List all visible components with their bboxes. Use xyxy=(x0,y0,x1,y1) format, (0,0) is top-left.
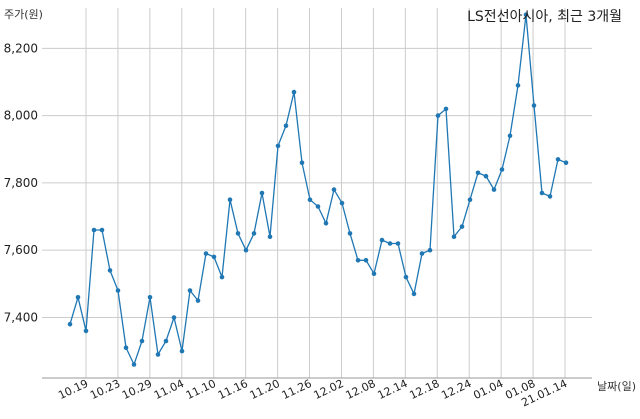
x-tick-label: 10.29 xyxy=(120,377,154,402)
data-point xyxy=(515,83,521,88)
y-tick-label: 8,200 xyxy=(4,41,38,55)
data-point xyxy=(435,113,441,118)
data-point xyxy=(267,234,273,239)
x-tick-label: 11.04 xyxy=(152,377,186,402)
data-point xyxy=(171,315,177,320)
data-point xyxy=(227,197,233,202)
data-point xyxy=(523,12,529,17)
data-point xyxy=(555,157,561,162)
data-point xyxy=(475,170,481,176)
data-point xyxy=(243,247,249,253)
data-point xyxy=(91,227,97,233)
data-point xyxy=(67,321,73,327)
data-point xyxy=(291,89,297,95)
data-point xyxy=(563,160,569,165)
data-point xyxy=(235,231,241,236)
data-point xyxy=(451,234,457,239)
data-point xyxy=(131,362,137,367)
data-point xyxy=(339,200,345,206)
data-point xyxy=(387,241,393,246)
data-point xyxy=(547,194,553,199)
data-point xyxy=(419,251,425,256)
data-point xyxy=(379,237,385,243)
data-point xyxy=(371,271,377,277)
x-tick-label: 11.10 xyxy=(184,377,218,402)
data-point xyxy=(139,338,145,344)
y-tick-label: 8,000 xyxy=(4,109,38,123)
data-point xyxy=(395,241,401,246)
data-point xyxy=(275,143,281,149)
data-point xyxy=(83,328,89,334)
data-point xyxy=(163,338,169,344)
x-tick-label: 12.08 xyxy=(344,377,378,402)
data-point xyxy=(315,204,321,209)
x-axis-label: 날짜(일) xyxy=(597,380,636,393)
chart-title: LS전선아시아, 최근 3개월 xyxy=(467,9,622,25)
data-point xyxy=(355,258,361,263)
y-tick-label: 7,800 xyxy=(4,176,38,190)
data-point xyxy=(115,288,121,293)
data-point xyxy=(539,190,545,196)
data-point xyxy=(347,231,353,236)
data-point xyxy=(299,160,305,165)
data-point xyxy=(179,348,185,354)
data-point xyxy=(427,247,433,253)
y-tick-label: 7,400 xyxy=(4,310,38,324)
data-point xyxy=(147,295,153,300)
y-axis-label: 주가(원) xyxy=(4,8,43,21)
data-point xyxy=(283,123,289,128)
y-tick-label: 7,600 xyxy=(4,243,38,257)
data-point xyxy=(155,352,161,357)
data-point xyxy=(403,274,409,280)
data-point xyxy=(443,106,449,112)
data-point xyxy=(219,274,225,280)
x-tick-label: 10.19 xyxy=(56,377,90,402)
x-tick-label: 12.02 xyxy=(312,377,346,402)
data-point xyxy=(483,173,489,179)
data-point xyxy=(203,251,209,256)
data-point xyxy=(491,187,497,192)
data-point xyxy=(507,133,513,139)
data-point xyxy=(75,295,81,300)
series-line xyxy=(69,14,567,367)
x-tick-label: 12.24 xyxy=(439,377,473,402)
x-tick-label: 12.18 xyxy=(407,377,441,402)
data-point xyxy=(363,258,369,263)
data-point xyxy=(467,197,473,202)
data-point xyxy=(307,197,313,202)
data-point xyxy=(459,224,465,229)
data-point xyxy=(107,268,113,273)
x-tick-label: 01.04 xyxy=(471,377,505,402)
data-point xyxy=(531,103,537,108)
x-tick-label: 11.20 xyxy=(248,377,282,402)
x-tick-label: 10.23 xyxy=(88,377,122,402)
data-point xyxy=(499,167,505,172)
data-point xyxy=(411,291,417,297)
x-tick-label: 11.16 xyxy=(216,377,250,402)
data-point xyxy=(323,221,329,226)
data-point xyxy=(331,187,337,192)
data-point xyxy=(251,231,257,236)
data-point xyxy=(187,288,193,293)
data-point xyxy=(259,190,265,196)
data-point xyxy=(99,227,105,233)
data-point xyxy=(211,254,217,260)
x-tick-label: 11.26 xyxy=(280,377,314,402)
x-tick-label: 12.14 xyxy=(376,377,410,402)
data-point xyxy=(195,298,201,303)
data-point xyxy=(123,345,129,351)
